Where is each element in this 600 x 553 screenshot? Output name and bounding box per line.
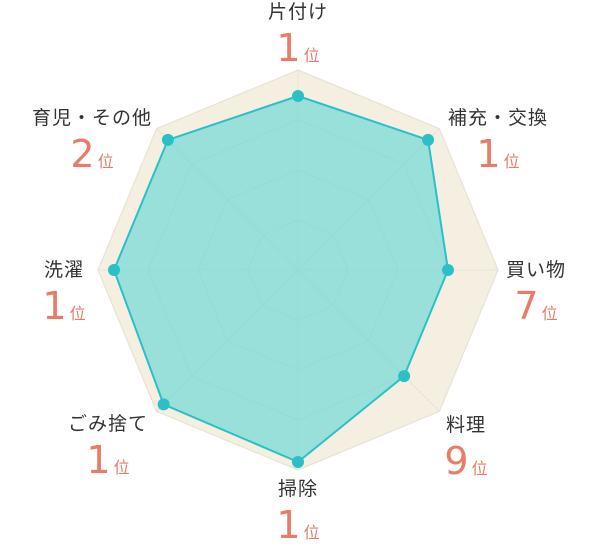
radar-chart xyxy=(97,69,499,471)
category-name-7: 育児・その他 xyxy=(31,107,153,129)
category-name-6: 洗濯 xyxy=(43,259,85,281)
data-point-5 xyxy=(157,398,170,411)
data-point-4 xyxy=(292,456,304,468)
category-name-3: 料理 xyxy=(445,414,487,436)
data-point-0 xyxy=(292,90,304,102)
category-name-4: 掃除 xyxy=(277,478,319,500)
data-point-6 xyxy=(108,264,120,276)
data-point-3 xyxy=(398,370,411,383)
category-name-0: 片付け xyxy=(267,1,329,23)
category-name-1: 補充・交換 xyxy=(447,107,549,129)
data-point-1 xyxy=(422,133,435,146)
category-name-2: 買い物 xyxy=(505,259,567,281)
category-name-5: ごみ捨て xyxy=(67,413,149,435)
data-point-7 xyxy=(161,133,174,146)
data-point-2 xyxy=(442,264,454,276)
